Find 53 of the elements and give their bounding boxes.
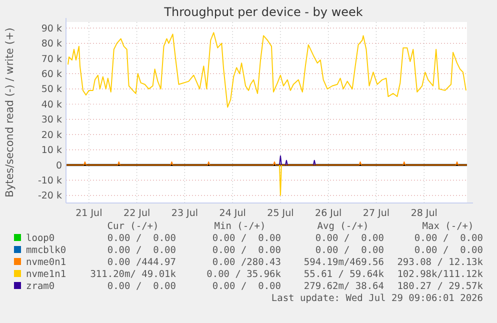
text: Min (-/+) — [214, 221, 266, 232]
y-tick-label: -10 k — [38, 176, 62, 187]
y-tick-label: 30 k — [41, 114, 62, 126]
text: 0.00 / 0.00 — [315, 245, 384, 256]
x-tick-label: 26 Jul — [315, 208, 342, 219]
y-tick-label: 80 k — [41, 38, 62, 50]
x-tick-label: 21 Jul — [76, 208, 102, 219]
x-tick-label: 28 Jul — [410, 208, 438, 219]
text: 0.00 / 0.00 — [107, 233, 176, 244]
line-series — [67, 32, 466, 108]
y-tick-label: 90 k — [41, 23, 62, 34]
text: 0.00 /444.97 — [107, 257, 176, 268]
text: 293.08 / 12.13k — [397, 257, 484, 268]
y-tick-label: 40 k — [41, 99, 62, 110]
text: Max (-/+) — [422, 221, 474, 232]
chart-title: Throughput per device - by week — [163, 5, 363, 19]
text: Cur (-/+) — [107, 221, 159, 232]
text: 55.61 / 59.64k — [304, 269, 384, 280]
x-tick-label: 23 Jul — [171, 208, 198, 219]
text: 180.27 / 29.57k — [397, 281, 484, 292]
text: 311.20m/ 49.01k — [90, 269, 176, 280]
y-tick-label: 70 k — [41, 54, 62, 65]
x-tick-label: 25 Jul — [267, 208, 294, 219]
text: 0.00 / 0.00 — [107, 245, 176, 256]
text: 594.19m/469.56 — [304, 257, 384, 268]
text: Last update: Wed Jul 29 09:06:01 2026 — [271, 293, 484, 304]
y-axis-title: Bytes/second read (-) / write (+) — [4, 28, 16, 198]
text: 0.00 / 0.00 — [212, 233, 282, 244]
text: 0.00 / 35.96k — [206, 269, 282, 280]
text: 0.00 / 0.00 — [315, 233, 384, 244]
legend-label: mmcblk0 — [26, 245, 66, 256]
text: 0.00 / 0.00 — [212, 281, 282, 292]
text: 102.98k/111.12k — [397, 269, 484, 280]
y-tick-label: 10 k — [41, 145, 62, 156]
text: 0.00 / 0.00 — [212, 245, 282, 256]
x-tick-label: 24 Jul — [219, 208, 246, 219]
y-tick-label: -20 k — [38, 190, 62, 202]
y-tick-label: 50 k — [41, 84, 62, 96]
x-tick-label: 27 Jul — [362, 208, 390, 219]
legend-label: nvme1n1 — [26, 269, 66, 280]
text: 0.00 / 0.00 — [107, 281, 176, 292]
text: Avg (-/+) — [317, 221, 369, 232]
text: 279.62m/ 38.64 — [304, 281, 384, 292]
legend-label: nvme0n1 — [26, 257, 66, 268]
text: 0.00 / 0.00 — [414, 233, 484, 244]
y-tick-label: 20 k — [41, 130, 62, 141]
legend-label: loop0 — [26, 233, 55, 244]
y-tick-label: 0 — [56, 160, 62, 172]
text: 0.00 /280.43 — [212, 257, 281, 268]
text: 0.00 / 0.00 — [414, 245, 484, 256]
y-tick-label: 60 k — [41, 69, 62, 80]
legend-label: zram0 — [26, 281, 55, 292]
x-tick-label: 22 Jul — [124, 208, 150, 219]
